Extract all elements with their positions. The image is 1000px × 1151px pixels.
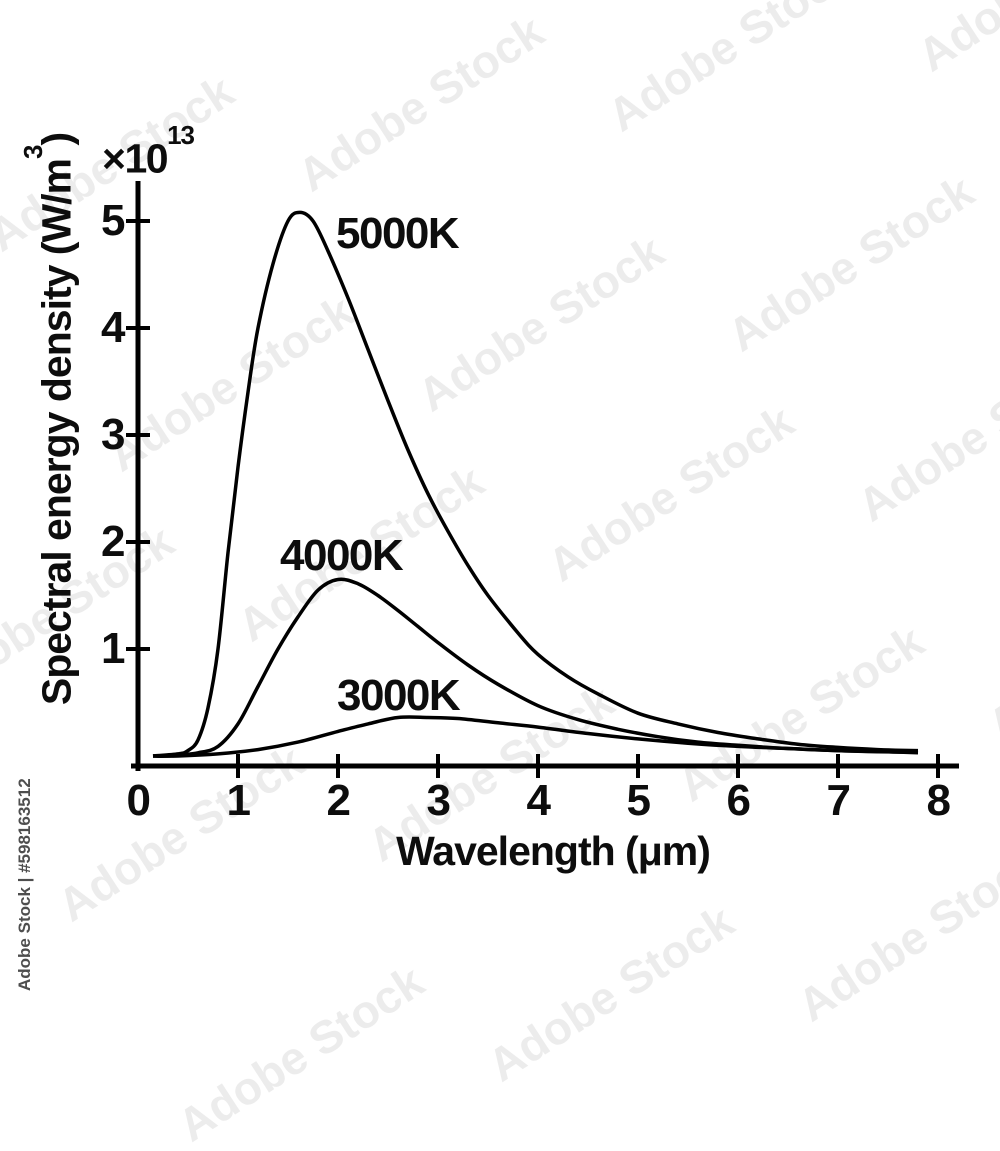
- curve-label-4000K: 4000K: [280, 531, 404, 580]
- y-tick-label-1: 1: [101, 624, 125, 673]
- x-tick-label-7: 7: [826, 776, 851, 825]
- curve-4000K: [152, 577, 919, 758]
- y-tick-label-5: 5: [101, 196, 125, 245]
- curve-3000K: [152, 715, 919, 758]
- blackbody-spectrum-chart: [126, 181, 959, 778]
- stock-credit-watermark: Adobe Stock | #598163512: [15, 778, 34, 991]
- y-axis-scale-label: ×1013: [102, 122, 195, 182]
- x-tick-label-2: 2: [326, 776, 351, 825]
- y-scale-exponent: 13: [167, 120, 195, 150]
- y-title-close: ): [33, 132, 80, 146]
- y-title-superscript: 3: [18, 145, 48, 159]
- curve-label-5000K: 5000K: [336, 209, 460, 258]
- y-tick-label-2: 2: [101, 517, 125, 566]
- x-tick-label-3: 3: [426, 776, 451, 825]
- y-tick-label-3: 3: [101, 410, 125, 459]
- y-scale-prefix: ×10: [102, 135, 169, 182]
- x-tick-label-8: 8: [926, 776, 951, 825]
- x-axis-title: Wavelength (μm): [396, 828, 711, 874]
- curve-5000K: [152, 210, 919, 758]
- x-tick-label-6: 6: [726, 776, 751, 825]
- x-tick-label-0: 0: [126, 776, 151, 825]
- x-tick-label-5: 5: [626, 776, 651, 825]
- x-tick-label-1: 1: [226, 776, 251, 825]
- x-tick-label-4: 4: [526, 776, 551, 825]
- curve-label-3000K: 3000K: [337, 671, 461, 720]
- y-tick-label-4: 4: [101, 303, 125, 352]
